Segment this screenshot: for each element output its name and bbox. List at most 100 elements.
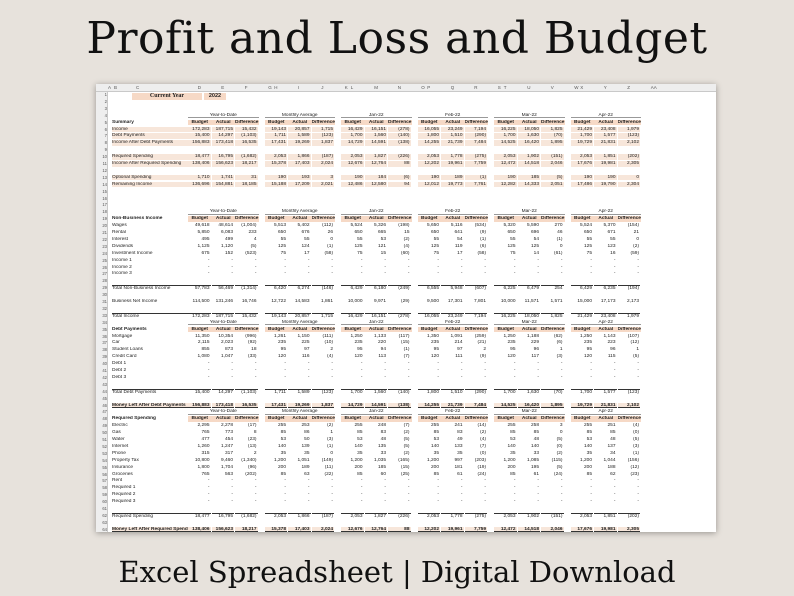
value-cell: 2,051 xyxy=(541,181,564,188)
table-row: Income 2 - - - - - - - - - - - - - - - - - - xyxy=(108,265,716,271)
column-header: Actual xyxy=(288,326,312,333)
value-cell: - xyxy=(613,499,616,505)
value-cell: 1,800 xyxy=(197,464,210,470)
value-cell: - xyxy=(460,368,463,373)
value-cell: 200 xyxy=(277,464,286,470)
value-cell: 55 xyxy=(433,236,439,242)
value-cell: (275) xyxy=(464,512,487,518)
value-cell: (3) xyxy=(327,437,333,442)
table-row xyxy=(108,278,716,284)
column-header: Budget xyxy=(417,326,441,333)
value-cell: 21,739 xyxy=(441,402,464,409)
value-cell: 156,623 xyxy=(211,161,234,167)
value-cell: - xyxy=(460,478,463,484)
column-header: Actual xyxy=(211,216,235,222)
value-cell: 2,102 xyxy=(617,402,640,409)
value-cell: - xyxy=(560,492,563,498)
value-cell: 1,700 xyxy=(494,388,517,394)
value-cell: - xyxy=(637,492,639,498)
value-cell: (5) xyxy=(556,464,563,470)
value-cell: (194) xyxy=(617,285,640,291)
value-cell: (275) xyxy=(464,154,487,160)
value-cell: 225 xyxy=(301,340,310,346)
table-row: Income After Debt Payments 156,883 173,418… xyxy=(108,140,716,146)
row-label: Electric xyxy=(112,423,128,429)
hero-title: Profit and Loss and Budget xyxy=(86,12,708,64)
value-cell: 1,188 xyxy=(526,333,539,339)
value-cell: - xyxy=(407,485,410,491)
value-cell: 16,225 xyxy=(494,126,517,133)
value-cell: 125 xyxy=(507,243,516,249)
value-cell: - xyxy=(254,478,257,484)
value-cell: - xyxy=(513,271,516,277)
value-cell: 5,116 xyxy=(450,223,463,229)
value-cell: 111 xyxy=(455,354,463,360)
value-cell: - xyxy=(207,499,210,505)
table-row: Car 2,115 2,023 (92) 235 225 (10) 235 220 (15) 235… xyxy=(108,340,716,346)
table-row: Rent - - - - - - - - - - - - - - - - - - xyxy=(108,478,716,484)
value-cell: (4) xyxy=(403,243,410,249)
value-cell: - xyxy=(207,271,210,277)
column-header: Difference xyxy=(235,416,259,422)
value-cell: 7,759 xyxy=(464,161,487,167)
value-cell: 1,261 xyxy=(273,333,286,339)
value-cell: 95 xyxy=(510,347,516,353)
value-cell: - xyxy=(484,485,486,491)
value-cell: 190 xyxy=(594,174,617,181)
column-header: Difference xyxy=(541,119,565,126)
current-year-value[interactable]: 2022 xyxy=(204,93,226,100)
value-cell: (187) xyxy=(311,512,334,518)
value-cell: - xyxy=(637,264,639,270)
value-cell: 696 xyxy=(530,230,539,235)
value-cell: 1,571 xyxy=(550,299,563,304)
group-title-row: Year-to-Date Monthly Average Jan-22 Feb-22 M… xyxy=(108,113,716,119)
value-cell: 6,555 xyxy=(417,285,440,291)
value-cell: 1,715 xyxy=(311,126,334,133)
column-letter: B xyxy=(114,85,118,90)
value-cell: 200 xyxy=(507,464,516,470)
value-cell: 94 xyxy=(388,181,411,188)
column-header: Difference xyxy=(388,216,412,222)
value-cell: 189 xyxy=(301,464,310,470)
value-cell: - xyxy=(590,368,592,373)
value-cell: 85 xyxy=(510,471,516,477)
value-cell: - xyxy=(407,271,410,277)
column-header: Actual xyxy=(517,216,541,222)
value-cell: 10,000 xyxy=(347,299,363,304)
value-cell: 55 xyxy=(304,236,310,242)
value-cell: 2,053 xyxy=(417,512,440,518)
value-cell: (4) xyxy=(480,437,486,442)
value-cell: - xyxy=(360,478,363,484)
value-cell: - xyxy=(254,368,257,373)
value-cell: 1,902 xyxy=(517,154,540,160)
value-cell: (0) xyxy=(556,443,563,449)
value-cell: - xyxy=(307,368,310,373)
column-letter: A xyxy=(108,85,112,90)
value-cell: 14,591 xyxy=(364,402,387,409)
value-cell: 53 xyxy=(510,437,516,442)
group-title: Feb-22 xyxy=(417,209,488,215)
row-label xyxy=(112,520,192,526)
value-cell: (249) xyxy=(388,285,411,291)
row-label: Car xyxy=(112,340,120,346)
value-cell: - xyxy=(231,368,233,373)
value-cell: 190 xyxy=(341,174,364,181)
value-cell: - xyxy=(613,374,616,380)
column-letter: D xyxy=(197,85,201,90)
value-cell: 75 xyxy=(586,250,592,256)
value-cell: 17,676 xyxy=(570,161,593,167)
value-cell: - xyxy=(207,485,210,491)
value-cell: 220 xyxy=(377,340,386,346)
value-cell: 233 xyxy=(248,230,257,235)
value-cell: 2,053 xyxy=(570,512,593,518)
value-cell: 7,194 xyxy=(464,312,487,318)
column-header: Budget xyxy=(417,416,441,422)
value-cell: - xyxy=(460,492,463,498)
row-number: 44 xyxy=(102,388,107,394)
table-row: Insurance 1,800 1,704 (96) 200 189 (11) 200 185 (… xyxy=(108,465,716,471)
value-cell: 185 xyxy=(377,464,386,470)
value-cell: (70) xyxy=(541,388,564,394)
value-cell: 16,151 xyxy=(364,312,387,318)
row-number: 57 xyxy=(102,478,107,484)
value-cell: 1,133 xyxy=(373,333,386,339)
